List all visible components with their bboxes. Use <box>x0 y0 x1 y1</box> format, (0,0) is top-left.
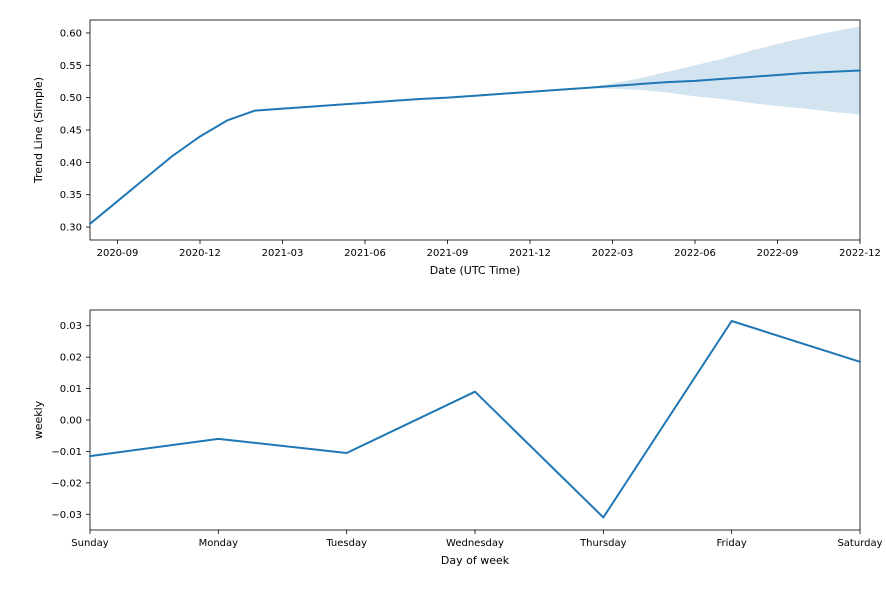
uncertainty-band <box>585 26 860 114</box>
y-tick-label: 0.50 <box>60 93 82 104</box>
x-tick-label: 2022-03 <box>592 248 634 259</box>
x-tick-label: 2022-09 <box>757 248 799 259</box>
y-tick-label: 0.03 <box>60 321 82 332</box>
y-tick-label: 0.00 <box>60 416 82 427</box>
x-tick-label: 2020-12 <box>179 248 221 259</box>
y-tick-label: 0.02 <box>60 353 82 364</box>
x-tick-label: 2021-03 <box>262 248 304 259</box>
x-tick-label: 2021-06 <box>344 248 386 259</box>
x-tick-label: Tuesday <box>325 538 367 549</box>
y-tick-label: −0.01 <box>51 447 82 458</box>
x-tick-label: Monday <box>199 538 239 549</box>
y-axis-label: weekly <box>32 400 45 439</box>
y-tick-label: 0.55 <box>60 61 82 72</box>
chart-figure: { "figure": { "width_px": 886, "height_p… <box>0 0 886 590</box>
x-tick-label: 2022-06 <box>674 248 716 259</box>
x-axis-label: Day of week <box>441 554 510 567</box>
y-tick-label: 0.45 <box>60 126 82 137</box>
chart-svg: 2020-09 2020-12 2021-03 2021-06 2021-09 2021-… <box>0 0 886 590</box>
x-tick-label: 2022-12 <box>839 248 881 259</box>
x-tick-label: Thursday <box>579 538 627 549</box>
x-tick-label: Saturday <box>837 538 882 549</box>
x-tick-label: 2021-09 <box>427 248 469 259</box>
x-tick-label: Wednesday <box>446 538 504 549</box>
x-tick-label: Sunday <box>71 538 108 549</box>
x-tick-label: 2020-09 <box>97 248 139 259</box>
x-tick-label: 2021-12 <box>509 248 551 259</box>
y-tick-label: 0.40 <box>60 158 82 169</box>
y-tick-label: 0.60 <box>60 28 82 39</box>
y-tick-label: −0.02 <box>51 478 82 489</box>
plot-border <box>90 310 860 530</box>
y-tick-label: 0.30 <box>60 223 82 234</box>
data-line <box>90 321 860 517</box>
y-tick-label: 0.35 <box>60 190 82 201</box>
x-tick-label: Friday <box>717 538 747 549</box>
y-tick-label: 0.01 <box>60 384 82 395</box>
y-axis-label: Trend Line (Simple) <box>32 77 45 184</box>
y-tick-label: −0.03 <box>51 510 82 521</box>
x-axis-label: Date (UTC Time) <box>430 264 521 277</box>
